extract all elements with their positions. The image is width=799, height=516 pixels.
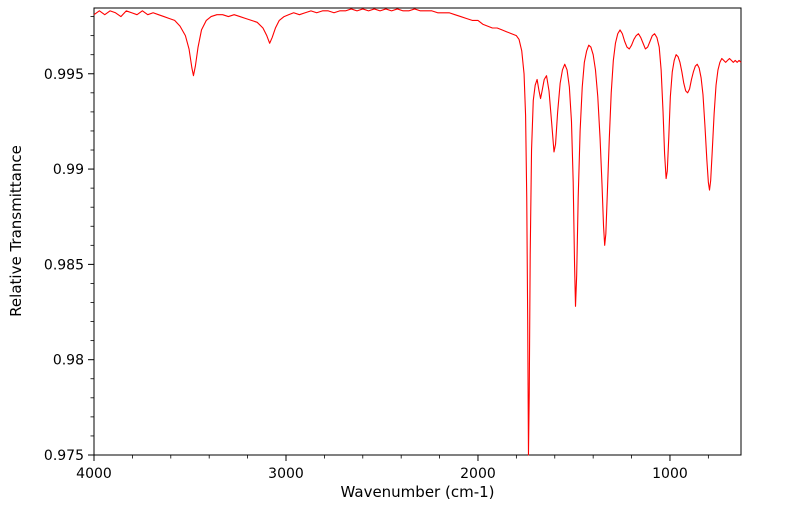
y-tick-label: 0.995	[44, 67, 84, 83]
y-axis-label: Relative Transmittance	[7, 145, 25, 317]
x-tick-label: 1000	[652, 466, 688, 482]
y-tick-label: 0.985	[44, 257, 84, 273]
y-tick-label: 0.975	[44, 448, 84, 464]
x-axis-label: Wavenumber (cm-1)	[340, 483, 495, 501]
x-tick-label: 3000	[268, 466, 304, 482]
x-tick-label: 4000	[76, 466, 112, 482]
x-tick-label: 2000	[460, 466, 496, 482]
y-tick-label: 0.99	[53, 162, 84, 178]
spectrum-line	[93, 8, 742, 456]
y-tick-label: 0.98	[53, 353, 84, 369]
plot-border	[93, 7, 742, 456]
